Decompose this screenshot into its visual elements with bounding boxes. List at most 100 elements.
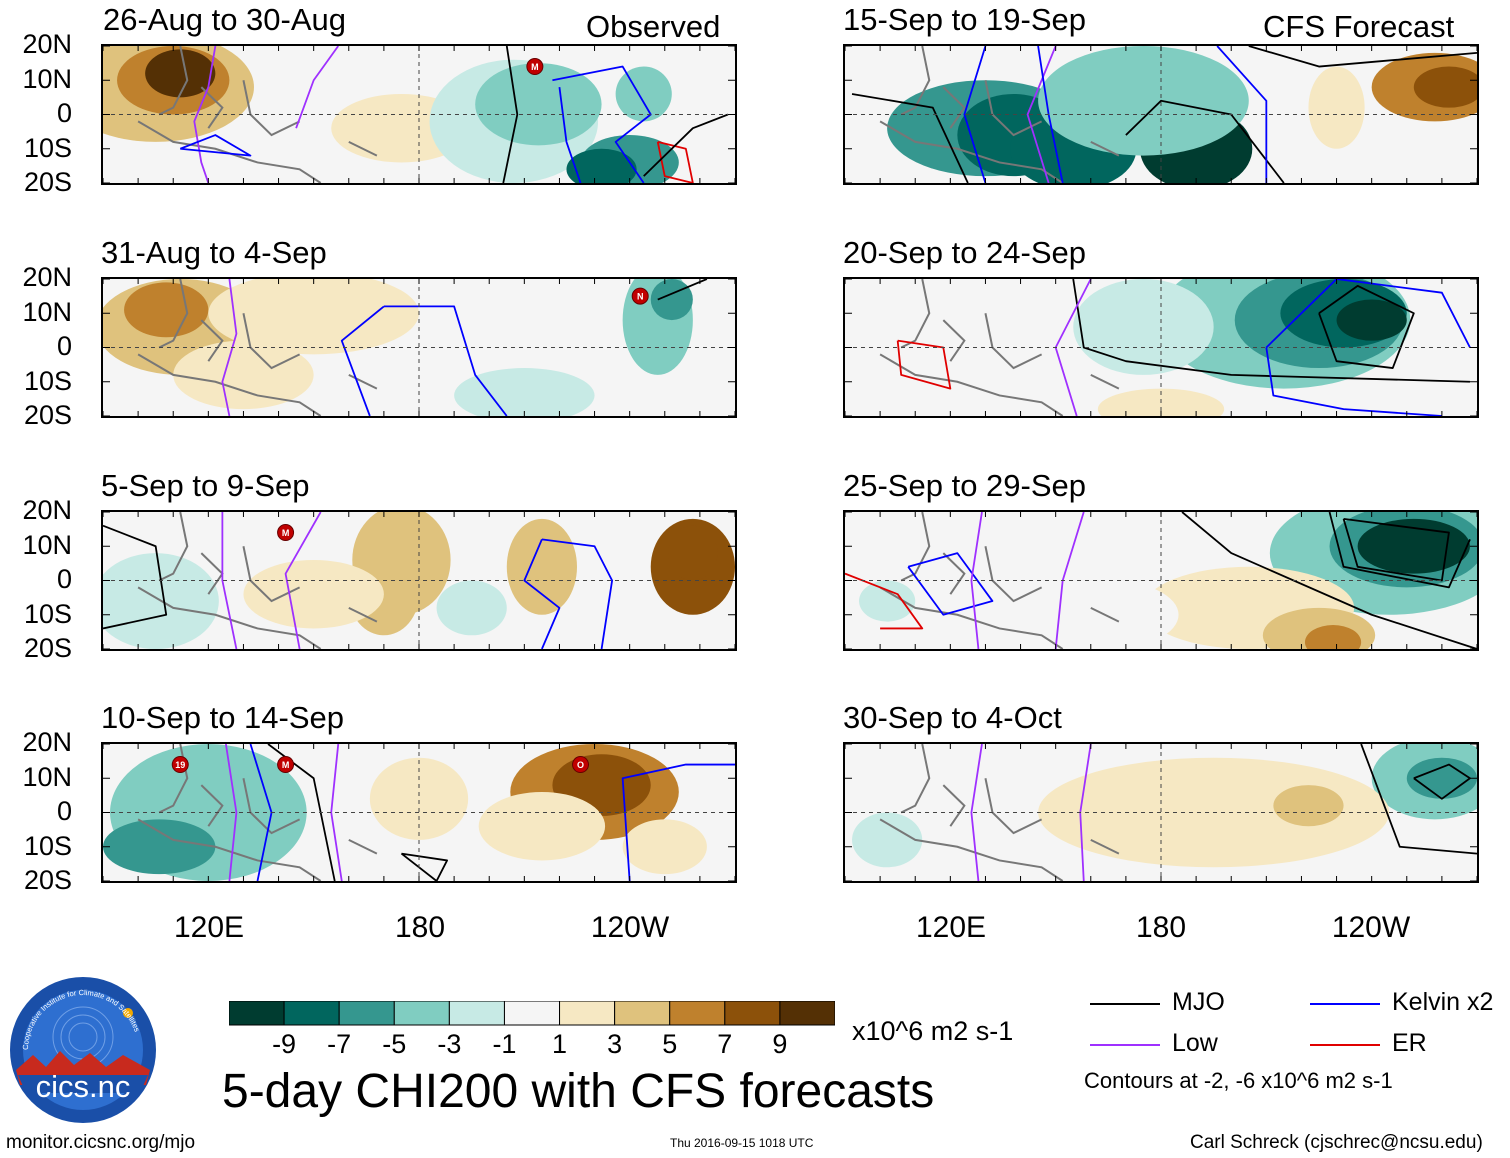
- chi-anomaly-blob: [1038, 580, 1179, 649]
- contour-line: [340, 305, 385, 416]
- chi-shading: [103, 279, 693, 416]
- map-panel-p4: 19 M O: [101, 742, 737, 883]
- coastline: [1090, 607, 1120, 623]
- coastline: [158, 279, 189, 349]
- colorbar-swatch: [614, 1001, 671, 1026]
- contour-line: [643, 113, 729, 177]
- colorbar: [229, 1001, 835, 1026]
- colorbar-tick-label: 3: [607, 1029, 623, 1059]
- storm-marker: [572, 756, 590, 774]
- colorbar-tick-label: -5: [382, 1029, 407, 1059]
- y-tick-label: 20N: [22, 29, 72, 59]
- legend-label-mjo: MJO: [1172, 988, 1225, 1016]
- coastline: [900, 46, 931, 116]
- contour-line: [970, 512, 983, 649]
- colorbar-swatch: [393, 1001, 450, 1026]
- colorbar-swatch: [779, 1001, 835, 1026]
- contour-line: [1318, 284, 1415, 369]
- contour-note: Contours at -2, -6 x10^6 m2 s-1: [1084, 1068, 1393, 1093]
- contour-line: [1216, 46, 1268, 183]
- y-tick-label: 10S: [23, 365, 72, 396]
- chi-anomaly-blob: [208, 279, 419, 355]
- chi-anomaly-blob: [668, 525, 718, 581]
- chi-anomaly-blob: [454, 368, 595, 416]
- coastline: [348, 839, 378, 855]
- coastline: [348, 607, 378, 623]
- coastline: [879, 353, 1064, 416]
- chi-anomaly-blob: [173, 340, 314, 410]
- contour-line: [267, 744, 336, 881]
- chi-anomaly-blob: [566, 148, 637, 183]
- contour-line: [221, 512, 238, 649]
- chi-anomaly-blob: [369, 757, 469, 840]
- coastline: [200, 784, 224, 827]
- contour-line: [1181, 512, 1477, 649]
- map-panel-p8: [843, 742, 1479, 883]
- chi-anomaly-blob: [1073, 279, 1214, 375]
- contour-line: [621, 763, 735, 881]
- colorbar-tick-label: 9: [772, 1029, 788, 1059]
- colorbar-swatch: [283, 1001, 340, 1026]
- y-tick-label: 20N: [22, 727, 72, 757]
- legend-line-kelvin: [1310, 1003, 1380, 1005]
- contour-line: [963, 46, 987, 183]
- coastline: [137, 586, 322, 649]
- footer-url[interactable]: monitor.cicsnc.org/mjo: [6, 1132, 196, 1153]
- map-panel-p2: N: [101, 277, 737, 418]
- contour-line: [179, 134, 252, 157]
- coastline: [348, 374, 378, 390]
- coastline: [879, 818, 1064, 881]
- chi-anomaly-blob: [243, 559, 384, 629]
- contour-line: [295, 46, 339, 129]
- main-title: 5-day CHI200 with CFS forecasts: [222, 1065, 935, 1118]
- storm-label: N: [637, 292, 644, 302]
- contour-line: [1265, 279, 1471, 349]
- y-tick-label: 10S: [23, 830, 72, 861]
- storm-label: O: [577, 760, 584, 770]
- x-tick-right-120W: 120W: [1331, 911, 1411, 944]
- panel-title-p7: 25-Sep to 29-Sep: [843, 468, 1087, 503]
- colorbar-tick-label: -3: [437, 1029, 462, 1059]
- coastline: [942, 319, 966, 362]
- chi-anomaly-blob: [1038, 46, 1249, 156]
- contour-line: [851, 93, 969, 183]
- coastline: [942, 784, 966, 827]
- coastline: [158, 46, 189, 116]
- chi-anomaly-blob: [1304, 625, 1362, 649]
- y-tick-label: 10N: [22, 296, 72, 327]
- chi-anomaly-blob: [859, 580, 916, 622]
- cics-logo: Cooperative Institute for Climate and Sa…: [10, 977, 156, 1123]
- y-tick-label: 10N: [22, 63, 72, 94]
- coastline: [879, 586, 1064, 649]
- storm-label: M: [531, 62, 539, 72]
- panel-title-p6: 20-Sep to 24-Sep: [843, 235, 1087, 270]
- chi-anomaly-blob: [478, 791, 606, 861]
- colorbar-tick-label: 7: [717, 1029, 733, 1059]
- column-header-cfs-forecast: CFS Forecast: [1263, 9, 1455, 44]
- y-tick-label: 0: [56, 331, 72, 361]
- chi-anomaly-blob: [475, 63, 602, 146]
- map-panel-p6: [843, 277, 1479, 418]
- legend-line-mjo: [1090, 1003, 1160, 1005]
- coastline: [984, 546, 1043, 603]
- panel-title-p8: 30-Sep to 4-Oct: [843, 700, 1062, 735]
- legend-line-low: [1090, 1044, 1160, 1046]
- coastline: [942, 552, 966, 595]
- contour-line: [907, 552, 994, 616]
- panel-title-p4: 10-Sep to 14-Sep: [101, 700, 345, 735]
- storm-label: M: [282, 528, 290, 538]
- contour-line: [1328, 512, 1471, 589]
- panel-title-p1: 26-Aug to 30-Aug: [103, 2, 347, 37]
- coastline: [1090, 374, 1120, 390]
- y-tick-label: 0: [56, 796, 72, 826]
- contour-line: [656, 141, 694, 183]
- contour-line: [1413, 763, 1471, 800]
- coastline: [200, 86, 224, 129]
- panel-title-p2: 31-Aug to 4-Sep: [101, 235, 327, 270]
- chi-anomaly-blob: [1406, 757, 1477, 799]
- chi-anomaly-blob: [1357, 518, 1470, 574]
- chi-anomaly-blob: [124, 282, 209, 338]
- chi-anomaly-blob: [650, 279, 693, 321]
- y-tick-label: 20S: [23, 865, 72, 895]
- storm-marker: [277, 756, 295, 774]
